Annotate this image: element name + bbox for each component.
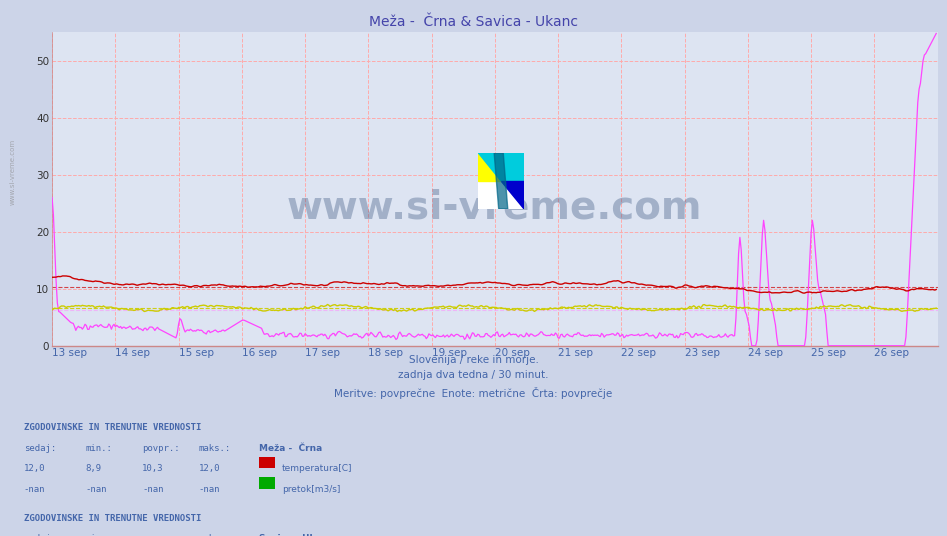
Polygon shape [501,181,524,209]
Text: min.:: min.: [85,444,112,453]
Text: Slovenija / reke in morje.
zadnja dva tedna / 30 minut.
Meritve: povprečne  Enot: Slovenija / reke in morje. zadnja dva te… [334,355,613,399]
Text: www.si-vreme.com: www.si-vreme.com [287,189,703,227]
Text: -nan: -nan [24,485,45,494]
Polygon shape [494,153,508,209]
Text: temperatura[C]: temperatura[C] [282,464,352,473]
Text: Meža -  Črna: Meža - Črna [259,444,322,453]
Text: 10,3: 10,3 [142,464,164,473]
Text: 12,0: 12,0 [24,464,45,473]
Text: sedaj:: sedaj: [24,534,56,536]
Text: ZGODOVINSKE IN TRENUTNE VREDNOSTI: ZGODOVINSKE IN TRENUTNE VREDNOSTI [24,514,201,523]
Text: sedaj:: sedaj: [24,444,56,453]
Text: 8,9: 8,9 [85,464,101,473]
Text: maks.:: maks.: [199,444,231,453]
Text: pretok[m3/s]: pretok[m3/s] [282,485,341,494]
Text: Savica - Ukanc: Savica - Ukanc [259,534,333,536]
Text: povpr.:: povpr.: [142,444,180,453]
Text: 12,0: 12,0 [199,464,221,473]
Text: -nan: -nan [142,485,164,494]
Text: Meža -  Črna & Savica - Ukanc: Meža - Črna & Savica - Ukanc [369,15,578,29]
Text: min.:: min.: [85,534,112,536]
Polygon shape [478,153,524,181]
Text: -nan: -nan [199,485,221,494]
Text: povpr.:: povpr.: [142,534,180,536]
Polygon shape [478,153,501,181]
Text: www.si-vreme.com: www.si-vreme.com [9,138,15,205]
Text: ZGODOVINSKE IN TRENUTNE VREDNOSTI: ZGODOVINSKE IN TRENUTNE VREDNOSTI [24,423,201,433]
Text: -nan: -nan [85,485,107,494]
Text: maks.:: maks.: [199,534,231,536]
